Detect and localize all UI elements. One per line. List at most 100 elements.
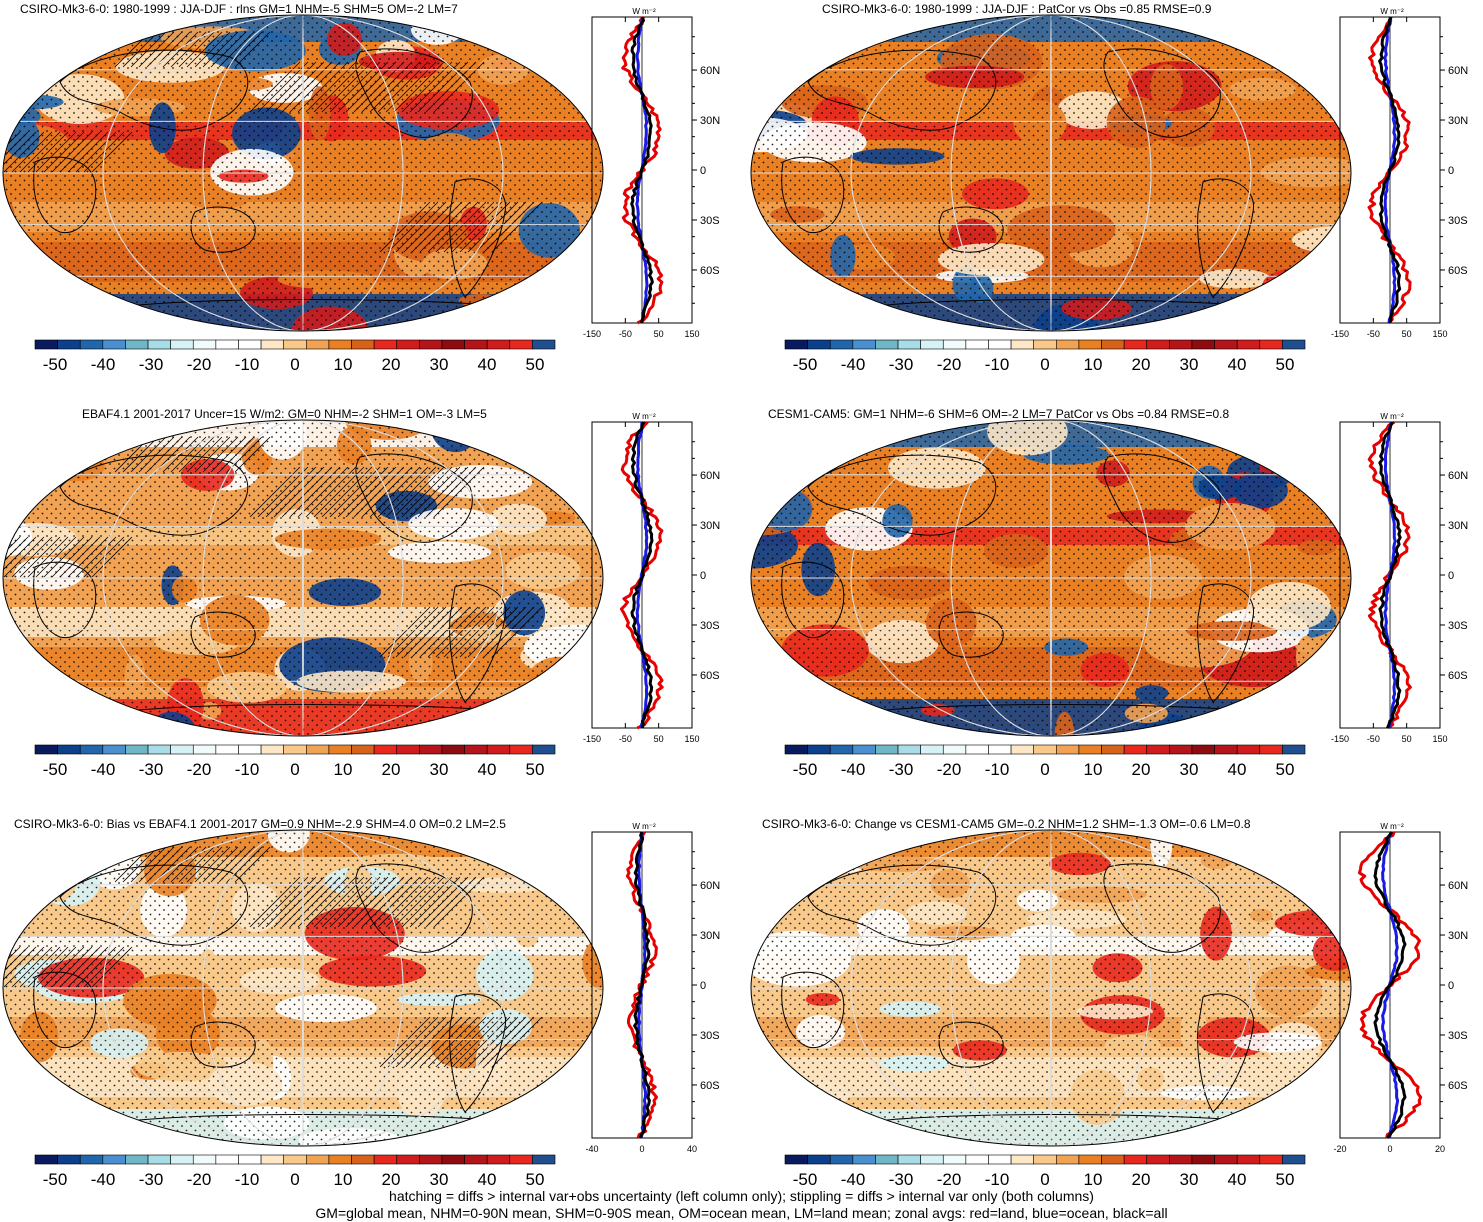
map-anomaly-patch <box>3 441 59 482</box>
colorbar-label: 50 <box>526 1170 545 1189</box>
colorbar-swatch <box>441 339 465 350</box>
colorbar: -50 -40 -30 -20 -10 0 10 20 30 40 50 <box>34 1154 556 1189</box>
map-anomaly-patch <box>835 830 856 856</box>
colorbar-swatch <box>1078 339 1102 350</box>
colorbar-label: 50 <box>1276 1170 1295 1189</box>
map-anomaly-patch <box>427 830 471 839</box>
zonal-unit-label: W m⁻² <box>1380 7 1404 16</box>
colorbar-label: -20 <box>187 355 212 374</box>
colorbar-label: 10 <box>334 355 353 374</box>
colorbar-label: -40 <box>841 355 866 374</box>
colorbar-swatch <box>486 339 511 350</box>
colorbar-swatch <box>1078 744 1102 755</box>
colorbar-label: 20 <box>382 1170 401 1189</box>
colorbar-swatch <box>988 339 1012 350</box>
zonal-lat-label: 30S <box>700 1030 720 1042</box>
colorbar-label: -50 <box>43 1170 68 1189</box>
colorbar-swatch <box>125 339 149 350</box>
colorbar-swatch <box>1282 1154 1306 1165</box>
map-title: EBAF4.1 2001-2017 Uncer=15 W/m2: GM=0 NH… <box>82 407 487 421</box>
significance-hatching <box>3 436 543 658</box>
colorbar-swatch <box>306 339 330 350</box>
zonal-x-tick-label: -50 <box>619 734 632 744</box>
colorbar-swatch <box>1033 339 1057 350</box>
colorbar-swatch <box>328 1154 352 1165</box>
colorbar-swatch <box>784 339 808 350</box>
colorbar-swatch <box>170 339 194 350</box>
colorbar-swatch <box>1056 1154 1080 1165</box>
significance-hatching <box>3 846 543 1068</box>
colorbar-label: -10 <box>235 355 260 374</box>
colorbar-swatch <box>351 744 375 755</box>
map-border <box>2 419 604 737</box>
colorbar-swatch <box>396 744 420 755</box>
colorbar-swatch <box>807 744 831 755</box>
map-anomaly-patch <box>751 682 807 728</box>
colorbar: -50 -40 -30 -20 -10 0 10 20 30 40 50 <box>784 1154 1306 1189</box>
colorbar-label: -40 <box>841 1170 866 1189</box>
zonal-average-plot: W m⁻² 60N 30N 0 30S 60S -150 -50 50 150 <box>1331 412 1468 744</box>
colorbar-swatch <box>1214 339 1238 350</box>
map-anomaly-patch <box>3 305 84 324</box>
map-border <box>2 14 604 332</box>
colorbar-swatch <box>509 1154 533 1165</box>
colorbar-swatch <box>875 744 899 755</box>
zonal-lat-label: 60N <box>700 65 720 77</box>
colorbar-swatch <box>419 744 443 755</box>
map-anomaly-patch <box>492 1127 586 1143</box>
colorbar-swatch <box>260 339 284 350</box>
colorbar-swatch <box>102 339 126 350</box>
zonal-lat-label: 60N <box>1448 470 1468 482</box>
colorbar-swatch <box>1146 339 1170 350</box>
colorbar-swatch <box>897 339 921 350</box>
colorbar-label: 10 <box>1084 760 1103 779</box>
zonal-x-tick-label: 20 <box>1435 1144 1445 1154</box>
colorbar-label: 40 <box>478 355 497 374</box>
zonal-land-curve <box>1357 831 1423 1139</box>
zonal-lat-label: 60N <box>700 880 720 892</box>
panel-cesm1-cam5: CESM1-CAM5: GM=1 NHM=-6 SHM=6 OM=-2 LM=7… <box>740 405 1483 795</box>
colorbar-label: 30 <box>1180 760 1199 779</box>
colorbar-swatch <box>283 744 307 755</box>
colorbar-swatch <box>102 1154 126 1165</box>
world-map <box>2 419 604 737</box>
zonal-lat-label: 0 <box>700 570 706 582</box>
colorbar-label: -40 <box>91 1170 116 1189</box>
colorbar-swatch <box>1146 744 1170 755</box>
colorbar-swatch <box>942 744 967 755</box>
colorbar-swatch <box>283 339 307 350</box>
colorbar-swatch <box>306 1154 330 1165</box>
significance-hatching <box>3 31 543 253</box>
map-title: CSIRO-Mk3-6-0: 1980-1999 : JJA-DJF : rln… <box>20 2 458 16</box>
footer-legend-line-2: GM=global mean, NHM=0-90N mean, SHM=0-90… <box>315 1205 1168 1221</box>
colorbar-swatch <box>942 339 967 350</box>
map-border <box>750 419 1352 737</box>
colorbar-swatch <box>1259 744 1283 755</box>
colorbar-label: -30 <box>139 760 164 779</box>
map-anomaly-patch <box>751 262 780 306</box>
colorbar-swatch <box>965 1154 989 1165</box>
map-title: CSIRO-Mk3-6-0: Change vs CESM1-CAM5 GM=-… <box>762 817 1251 831</box>
colorbar-label: 10 <box>334 760 353 779</box>
colorbar-label: 30 <box>430 355 449 374</box>
zonal-land-curve <box>625 831 658 1139</box>
map-anomaly-patch <box>42 1103 90 1135</box>
colorbar-swatch <box>829 339 854 350</box>
map-anomaly-patch <box>11 279 85 311</box>
colorbar-swatch <box>829 744 854 755</box>
colorbar-label: -30 <box>889 1170 914 1189</box>
colorbar-swatch <box>1056 744 1080 755</box>
colorbar-swatch <box>875 339 899 350</box>
colorbar-label: 10 <box>1084 1170 1103 1189</box>
colorbar-swatch <box>238 339 262 350</box>
map-anomaly-patch <box>10 304 81 331</box>
colorbar-swatch <box>464 339 488 350</box>
colorbar-label: 10 <box>334 1170 353 1189</box>
colorbar-swatch <box>1282 744 1306 755</box>
colorbar-swatch <box>192 744 217 755</box>
colorbar-swatch <box>170 1154 194 1165</box>
panel-bias-vs-ebaf: CSIRO-Mk3-6-0: Bias vs EBAF4.1 2001-2017… <box>0 815 740 1189</box>
zonal-x-tick-label: 150 <box>684 734 699 744</box>
colorbar-label: -40 <box>91 355 116 374</box>
colorbar-swatch <box>807 1154 831 1165</box>
